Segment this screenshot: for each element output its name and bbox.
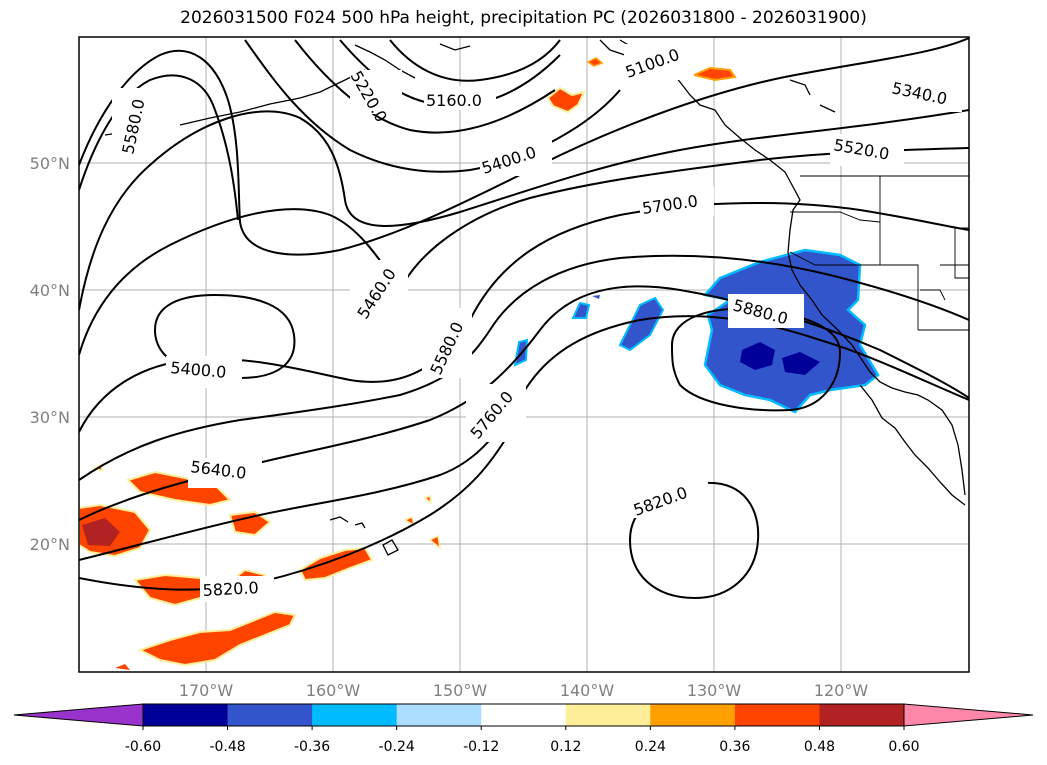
lon-label-150w: 150°W	[433, 681, 488, 700]
map-frame	[78, 36, 970, 673]
colorbar-tick-label: -0.36	[294, 739, 330, 755]
colorbar-bin	[565, 704, 651, 726]
lat-label-30n: 30°N	[30, 408, 70, 427]
colorbar-bin	[227, 704, 313, 726]
lat-labels: 50°N 40°N 30°N 20°N	[30, 154, 70, 554]
colorbar-tick-label: 0.60	[888, 739, 919, 755]
colorbar-bin	[481, 704, 567, 726]
lat-label-20n: 20°N	[30, 535, 70, 554]
lon-label-120w: 120°W	[814, 681, 869, 700]
map-plot-area	[79, 37, 969, 672]
colorbar-tick-label: -0.48	[209, 739, 245, 755]
colorbar-tick-label: 0.24	[635, 739, 666, 755]
lon-label-170w: 170°W	[179, 681, 234, 700]
lon-label-130w: 130°W	[687, 681, 742, 700]
contour-label-5160: 5160.0	[426, 91, 482, 110]
lon-label-160w: 160°W	[306, 681, 361, 700]
colorbar-bin	[396, 704, 482, 726]
colorbar-bin	[734, 704, 820, 726]
colorbar-tick-label: 0.48	[804, 739, 835, 755]
colorbar-bin	[312, 704, 398, 726]
colorbar-bin	[819, 704, 905, 726]
map-title: 2026031500 F024 500 hPa height, precipit…	[180, 8, 867, 28]
colorbar: -0.60 -0.48 -0.36 -0.24 -0.12 0.12 0.24 0.36 0.4…	[13, 703, 1034, 755]
lat-label-40n: 40°N	[30, 281, 70, 300]
colorbar-tick-label: -0.24	[379, 739, 415, 755]
contour-label-5400-low: 5400.0	[170, 358, 227, 382]
colorbar-tick-label: -0.60	[125, 739, 161, 755]
colorbar-tick-label: 0.12	[550, 739, 581, 755]
lon-label-140w: 140°W	[560, 681, 615, 700]
colorbar-bin	[143, 704, 229, 726]
lat-label-50n: 50°N	[30, 154, 70, 173]
contour-label-5820-west: 5820.0	[202, 578, 259, 600]
lon-labels: 170°W 160°W 150°W 140°W 130°W 120°W	[179, 681, 869, 700]
colorbar-extension-high	[903, 703, 1034, 727]
colorbar-frame	[142, 703, 905, 727]
colorbar-tick-label: 0.36	[719, 739, 750, 755]
colorbar-bin	[650, 704, 736, 726]
colorbar-extension-low	[13, 703, 144, 727]
colorbar-tick-label: -0.12	[463, 739, 499, 755]
contour-labels: 5580.0 5220.0 5160.0 5100.0 5340.0 5400.…	[112, 44, 962, 602]
political-borders	[789, 175, 969, 331]
